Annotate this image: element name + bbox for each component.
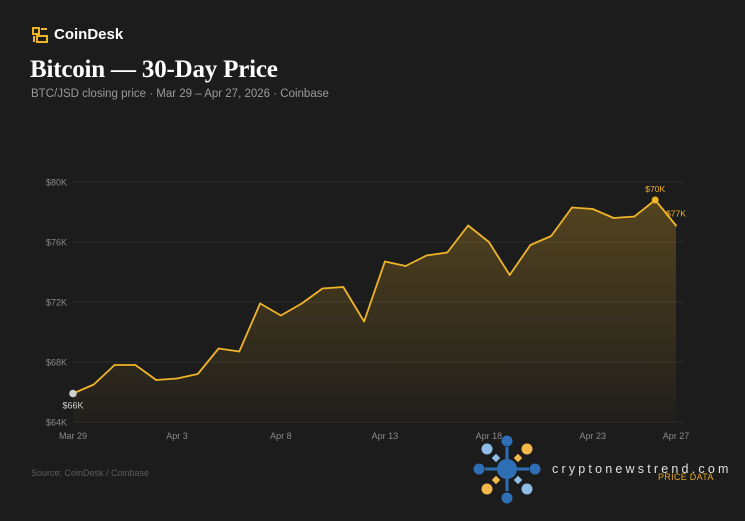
price-point [217,347,220,350]
chart-title: Bitcoin — 30-Day Price [30,56,278,83]
price-point [92,383,95,386]
watermark-subtext: PRICE DATA [658,472,714,482]
x-tick-label: Apr 3 [166,431,188,441]
price-point [383,260,386,263]
price-point [280,314,282,317]
price-point [446,251,449,254]
cryptonewstrend-logo-icon [473,435,541,504]
y-tick-label: $68K [46,358,67,368]
chart-subtitle: BTC/JSD closing price · Mar 29 – Apr 27,… [31,88,329,100]
price-point [404,265,407,267]
price-point [259,302,262,305]
x-tick-label: Apr 23 [580,431,607,441]
price-point [238,350,241,353]
watermark: cryptonewstrend.com PRICE DATA [470,432,740,512]
peak-marker [651,196,659,204]
start-label: $66K [62,401,83,411]
price-point [675,224,677,227]
price-area [73,200,676,422]
y-tick-label: $64K [46,418,67,428]
price-point [425,254,428,257]
annotations: $66K $70K $77K [62,184,686,411]
price-point [612,217,615,219]
price-point [591,208,594,210]
y-tick-label: $80K [46,178,67,188]
start-marker [69,389,77,398]
price-point [508,274,511,276]
x-tick-label: Apr 13 [372,431,399,441]
x-tick-label: Apr 18 [476,431,503,441]
price-point [550,235,553,237]
watermark-text: cryptonewstrend.com [552,462,732,476]
price-point [633,215,636,218]
price-point [321,287,324,290]
price-point [467,224,469,227]
y-axis-ticks: $64K $68K $72K $76K $80K [46,178,67,428]
brand: CoinDesk [32,26,123,43]
x-tick-label: Apr 8 [270,431,292,441]
price-point [487,241,490,243]
x-tick-label: Apr 27 [663,431,690,441]
y-tick-label: $72K [46,298,67,308]
price-point [176,377,178,380]
price-point [134,364,137,366]
end-label: $77K [666,209,686,219]
coindesk-logo-icon [32,26,48,43]
price-points [72,199,677,395]
price-point [196,373,199,375]
price-point [571,206,573,209]
price-point [529,244,532,246]
peak-label: $70K [645,184,665,194]
price-point [342,286,345,288]
price-point [363,320,366,323]
x-axis-ticks: Mar 29 Apr 3 Apr 8 Apr 13 Apr 18 Apr 23 Apr 27 [59,431,689,441]
brand-name: CoinDesk [54,26,124,43]
price-point [113,364,116,366]
price-line [72,199,677,395]
source-note: Source: CoinDesk / Coinbase [31,468,150,478]
price-point [300,302,303,305]
x-tick-label: Mar 29 [59,431,87,441]
price-point [155,379,158,381]
y-tick-label: $76K [46,238,67,248]
